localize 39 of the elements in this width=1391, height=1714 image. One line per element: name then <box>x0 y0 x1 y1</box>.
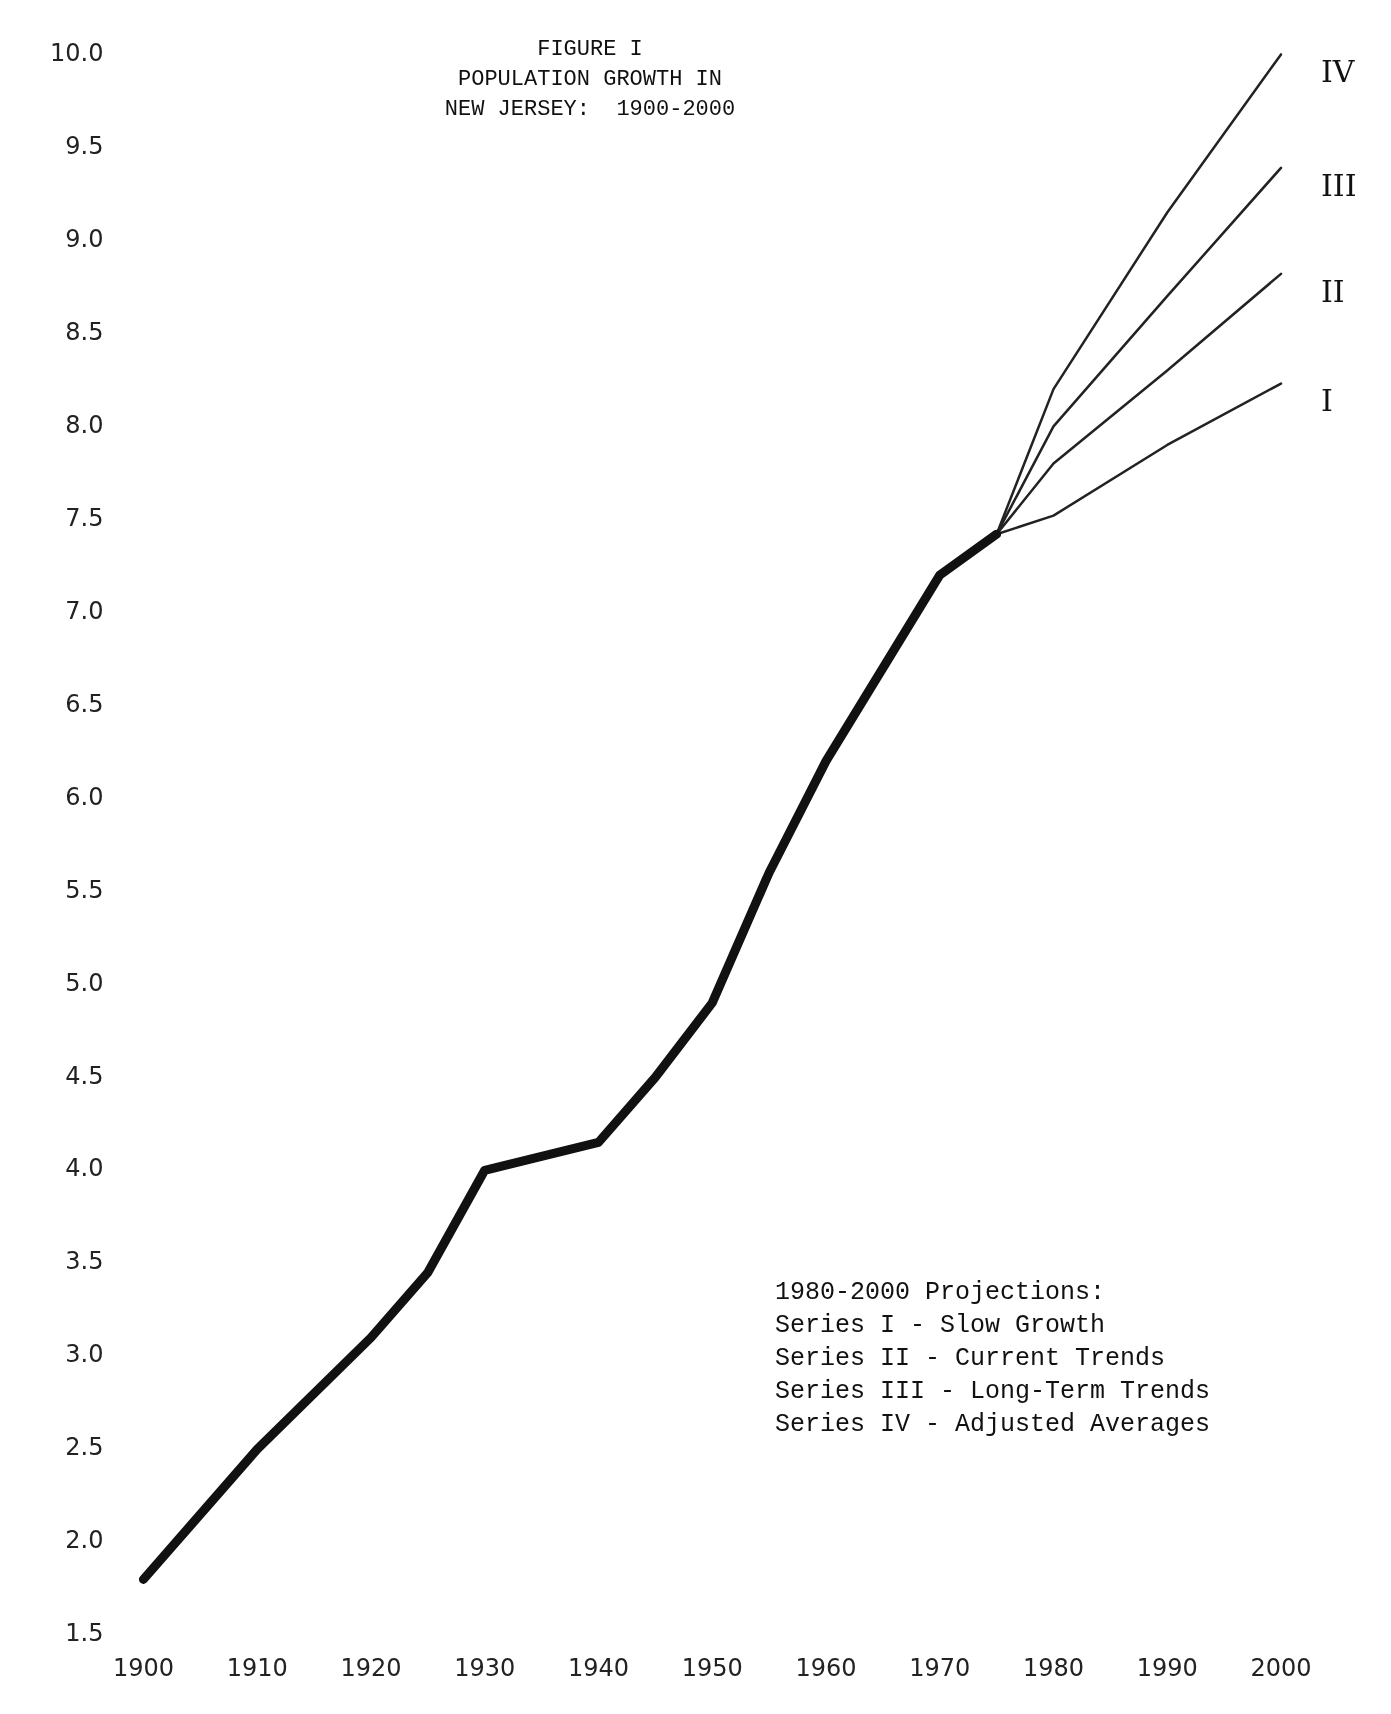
annotation: 1980-2000 Projections: <box>775 1278 1106 1308</box>
x-tick-label: 1910 <box>226 1653 288 1682</box>
y-tick-label: 9.0 <box>65 224 104 253</box>
y-tick-label: 1.5 <box>65 1619 104 1648</box>
series-label: IV <box>1321 54 1356 90</box>
series-label: II <box>1321 273 1345 309</box>
x-tick-label: 1970 <box>909 1653 971 1682</box>
x-tick-label: 1960 <box>795 1653 857 1682</box>
y-tick-label: 6.0 <box>65 782 104 811</box>
y-tick-label: 2.0 <box>65 1526 104 1555</box>
y-tick-label: 9.5 <box>65 131 104 160</box>
y-tick-label: 7.0 <box>65 596 104 625</box>
y-tick-label: 3.5 <box>65 1247 104 1276</box>
text: FIGURE I POPULATION GROWTH IN NEW JERSEY: 1900-2000 <box>444 36 736 122</box>
series-label: I <box>1321 383 1333 419</box>
y-tick-label: 10.0 <box>50 38 104 67</box>
y-tick-label: 8.5 <box>65 317 104 346</box>
y-tick-label: 3.0 <box>65 1340 104 1369</box>
annotation: Series I - Slow Growth <box>775 1311 1106 1341</box>
x-tick-label: 2000 <box>1250 1653 1312 1682</box>
series-label: III <box>1321 167 1357 203</box>
y-tick-label: 8.0 <box>65 410 104 439</box>
x-tick-label: 1940 <box>567 1653 629 1682</box>
x-tick-label: 1930 <box>454 1653 516 1682</box>
annotation: Series IV - Adjusted Averages <box>775 1410 1211 1440</box>
annotation: Series II - Current Trends <box>775 1344 1166 1374</box>
y-tick-label: 6.5 <box>65 689 104 718</box>
y-tick-label: 4.5 <box>65 1061 104 1090</box>
y-tick-label: 7.5 <box>65 503 104 532</box>
x-tick-label: 1980 <box>1022 1653 1085 1682</box>
x-tick-label: 1990 <box>1136 1653 1198 1682</box>
y-tick-label: 2.5 <box>65 1433 104 1462</box>
x-tick-label: 1950 <box>681 1653 743 1682</box>
y-tick-label: 4.0 <box>65 1154 104 1183</box>
y-tick-label: 5.5 <box>65 875 104 904</box>
y-tick-label: 5.0 <box>65 968 104 997</box>
x-tick-label: 1900 <box>112 1653 174 1682</box>
x-tick-label: 1920 <box>340 1653 402 1682</box>
annotation: Series III - Long-Term Trends <box>775 1377 1211 1407</box>
